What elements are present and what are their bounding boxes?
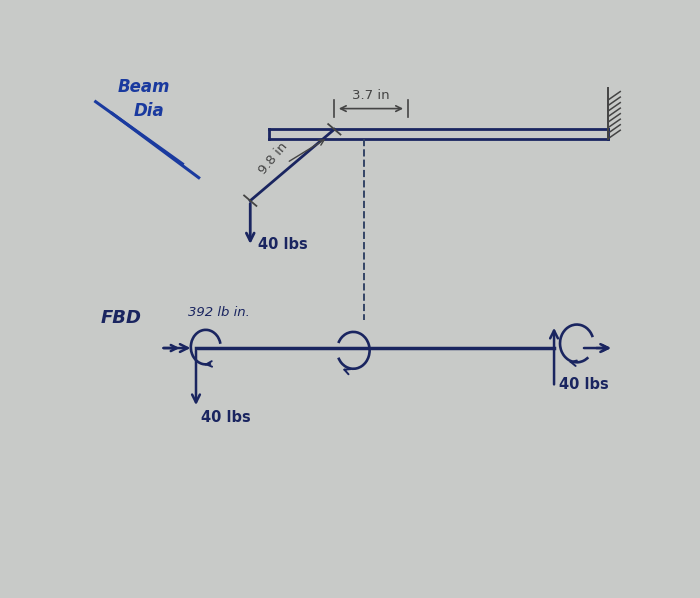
- Text: 9.8 in: 9.8 in: [256, 139, 290, 176]
- Text: 3.7 in: 3.7 in: [352, 89, 390, 102]
- Text: 40 lbs: 40 lbs: [202, 410, 251, 425]
- Text: 392 lb in.: 392 lb in.: [188, 306, 250, 319]
- Text: 40 lbs: 40 lbs: [559, 377, 609, 392]
- Text: Dia: Dia: [134, 102, 164, 120]
- Text: FBD: FBD: [101, 309, 142, 327]
- Text: Beam: Beam: [118, 78, 170, 96]
- Text: 40 lbs: 40 lbs: [258, 237, 308, 252]
